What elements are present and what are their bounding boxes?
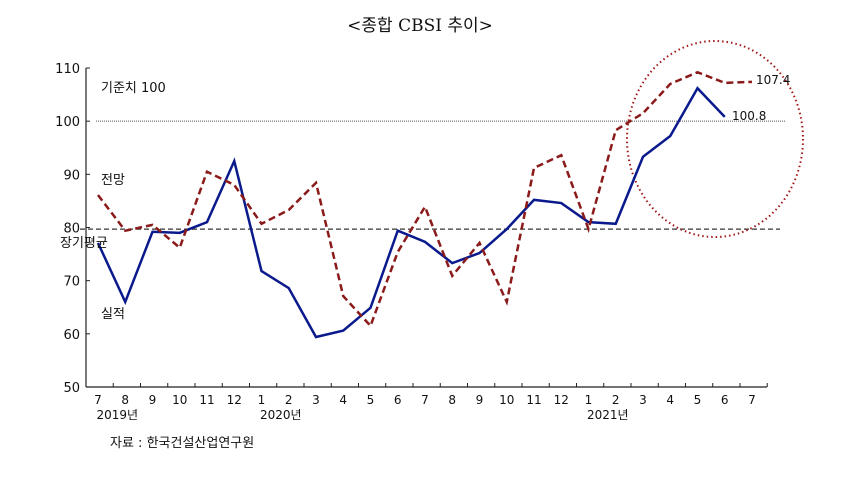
series-label-actual: 실적 [101, 307, 125, 322]
x-tick-label: 1 [258, 393, 266, 407]
y-tick-label: 100 [55, 115, 80, 130]
y-tick-label: 90 [63, 168, 80, 183]
year-label: 2021년 [587, 408, 629, 422]
x-tick-label: 3 [312, 393, 320, 407]
x-tick-label: 9 [476, 393, 484, 407]
x-tick-label: 12 [554, 393, 569, 407]
y-tick-label: 50 [63, 381, 80, 396]
x-tick-label: 7 [748, 393, 756, 407]
year-label: 2019년 [96, 408, 138, 422]
series-label-forecast: 전망 [101, 173, 125, 188]
chart-title: <종합 CBSI 추이> [347, 16, 493, 36]
x-tick-label: 8 [448, 393, 456, 407]
baseline-label: 기준치 100 [101, 81, 166, 96]
x-tick-label: 2 [285, 393, 293, 407]
x-tick-label: 8 [121, 393, 129, 407]
year-label: 2020년 [260, 408, 302, 422]
actual-end-label: 100.8 [732, 109, 766, 123]
long-term-average-label: 장기평균 [60, 236, 108, 251]
y-tick-label: 70 [63, 275, 80, 290]
x-tick-label: 4 [666, 393, 674, 407]
x-tick-label: 12 [227, 393, 242, 407]
x-tick-label: 11 [199, 393, 214, 407]
x-tick-label: 5 [367, 393, 375, 407]
x-tick-label: 7 [94, 393, 102, 407]
forecast-series-line [98, 72, 752, 326]
highlight-circle [627, 41, 803, 237]
x-tick-label: 2 [612, 393, 620, 407]
x-tick-label: 1 [585, 393, 593, 407]
x-tick-label: 6 [394, 393, 402, 407]
source-note: 자료 : 한국건설산업연구원 [110, 436, 254, 451]
forecast-end-label: 107.4 [756, 73, 790, 87]
x-tick-label: 10 [172, 393, 187, 407]
x-tick-label: 9 [149, 393, 157, 407]
y-tick-label: 110 [55, 62, 80, 77]
x-tick-label: 5 [694, 393, 702, 407]
y-tick-label: 60 [63, 328, 80, 343]
x-tick-label: 7 [421, 393, 429, 407]
x-tick-label: 10 [499, 393, 514, 407]
y-tick-label: 80 [63, 222, 80, 237]
x-tick-label: 3 [639, 393, 647, 407]
x-tick-label: 11 [526, 393, 541, 407]
x-tick-label: 6 [721, 393, 729, 407]
x-tick-label: 4 [339, 393, 347, 407]
